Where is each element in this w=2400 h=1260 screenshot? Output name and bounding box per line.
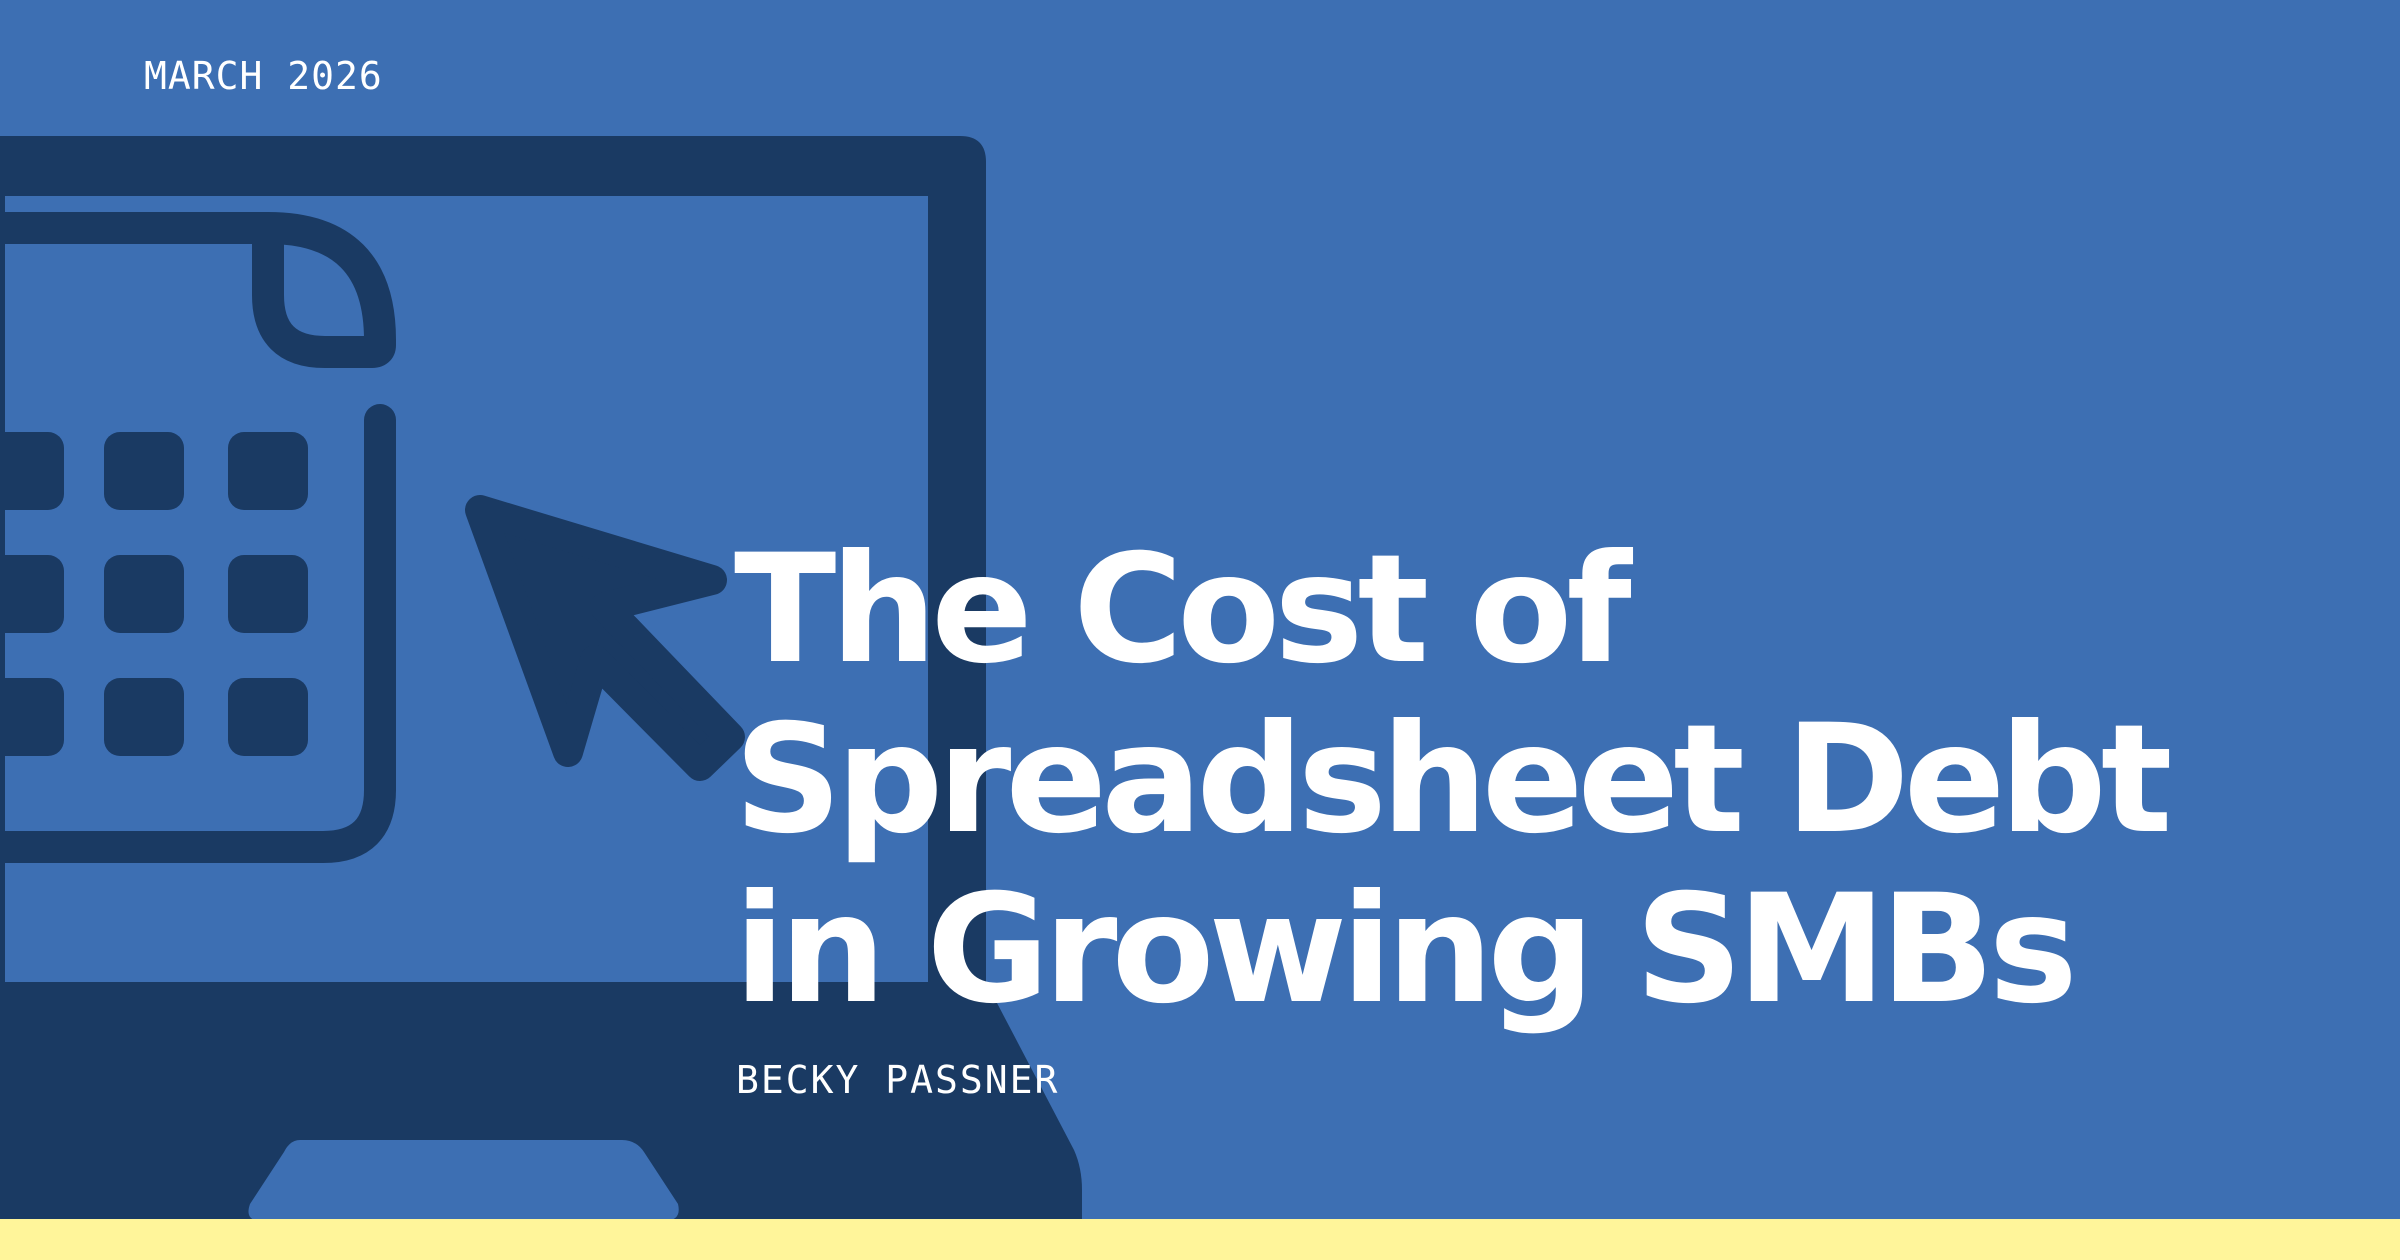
spreadsheet-document-icon xyxy=(0,212,396,863)
author-name: BECKY PASSNER xyxy=(736,1058,1060,1102)
bottom-accent-strip xyxy=(0,1219,2400,1260)
cursor-arrow-icon xyxy=(465,495,745,781)
trackpad-icon xyxy=(248,1140,679,1221)
publication-date: MARCH 2026 xyxy=(144,54,383,98)
title-line: Spreadsheet Debt xyxy=(734,693,2173,867)
laptop-icon xyxy=(0,136,1082,1221)
title-line: in Growing SMBs xyxy=(734,863,2078,1037)
page-title: The Cost of Spreadsheet Debt in Growing … xyxy=(734,525,2234,1035)
title-line: The Cost of xyxy=(734,523,1632,697)
